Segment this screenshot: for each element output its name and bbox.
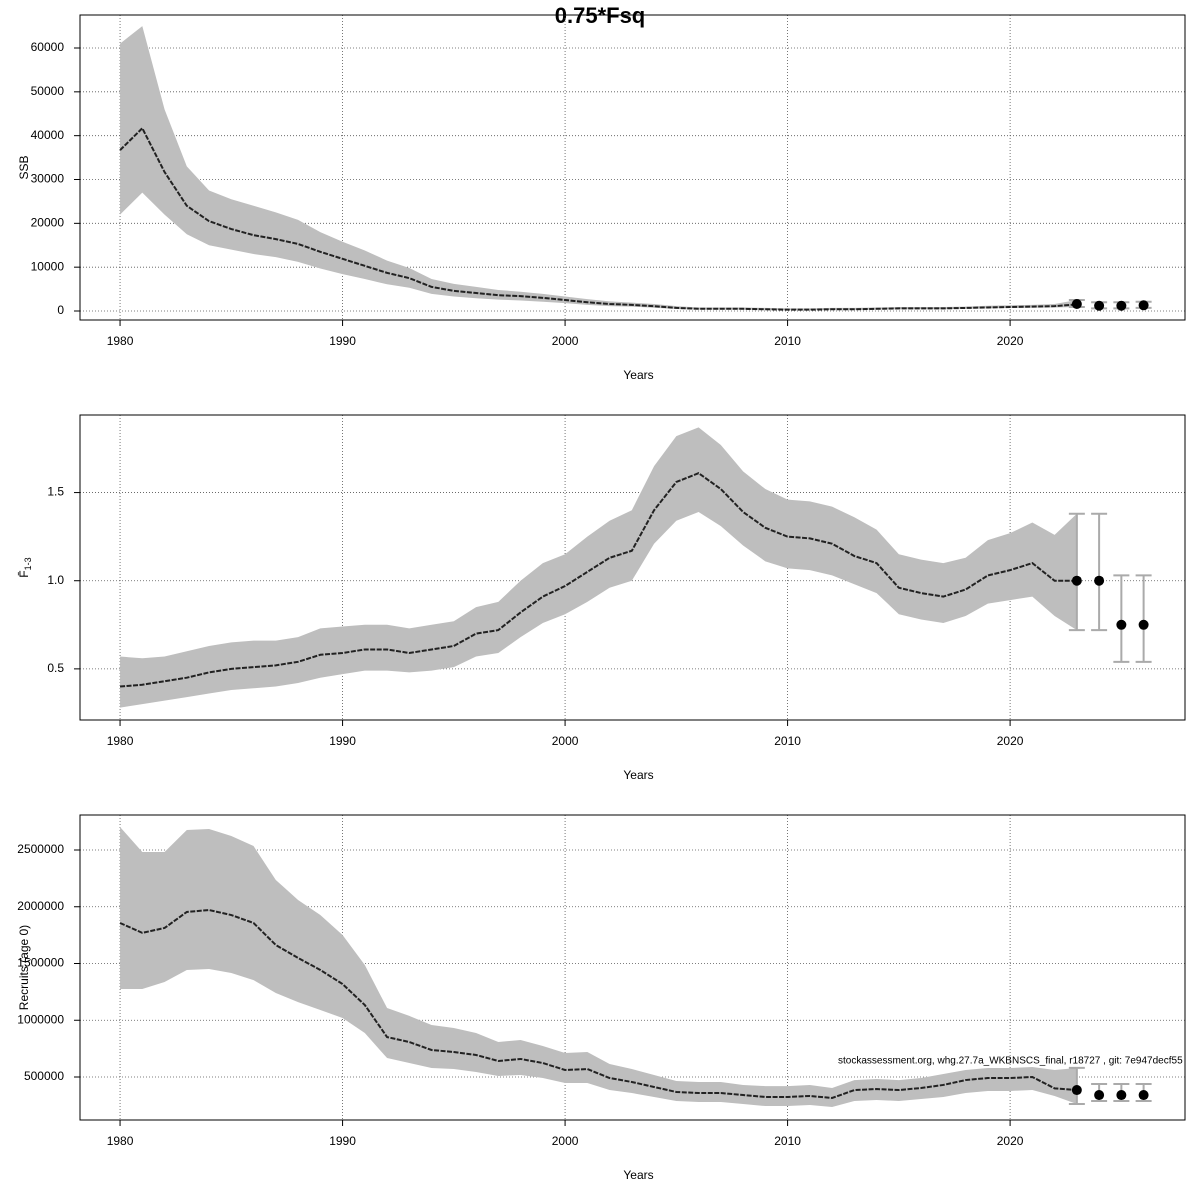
y-tick-label: 0.5 xyxy=(47,661,64,675)
projection-point xyxy=(1138,1090,1149,1101)
projection-point xyxy=(1094,1090,1105,1101)
x-tick-label: 1980 xyxy=(107,1134,134,1148)
y-tick-label: 1.0 xyxy=(47,573,64,587)
estimate-line xyxy=(119,472,1077,688)
panel: 1980 1990 2000 2010 2020 0.5 1.0 1.5 Years F̄1-3 xyxy=(17,414,1186,782)
y-tick-label: 40000 xyxy=(31,128,65,142)
projection-point xyxy=(1094,300,1105,311)
y-axis-label: Recruits (age 0) xyxy=(17,925,31,1010)
y-tick-label: 30000 xyxy=(31,172,65,186)
confidence-band xyxy=(120,427,1077,708)
x-axis-label: Years xyxy=(623,768,653,782)
x-tick-label: 2000 xyxy=(552,1134,579,1148)
x-tick-label: 2020 xyxy=(997,734,1024,748)
x-tick-label: 2020 xyxy=(997,1134,1024,1148)
projection-point xyxy=(1071,1085,1082,1096)
y-tick-label: 0 xyxy=(57,303,64,317)
y-tick-label: 2500000 xyxy=(17,842,64,856)
projection-point xyxy=(1071,298,1082,309)
x-tick-label: 2000 xyxy=(552,334,579,348)
y-axis-label: F̄1-3 xyxy=(17,557,33,577)
panel: 1980 1990 2000 2010 2020 500000 1000000 1500000… xyxy=(17,814,1186,1182)
y-axis-label-main: SSB xyxy=(17,155,31,179)
y-axis-label: SSB xyxy=(17,155,31,179)
x-tick-label: 1980 xyxy=(107,334,134,348)
projection-point xyxy=(1138,619,1149,630)
x-tick-label: 2000 xyxy=(552,734,579,748)
y-tick-label: 1500000 xyxy=(17,956,64,970)
y-axis-label-main: Recruits (age 0) xyxy=(17,925,31,1010)
x-tick-label: 2020 xyxy=(997,334,1024,348)
projection-point xyxy=(1116,619,1127,630)
y-axis-label-main: F̄ xyxy=(17,570,31,577)
plot-frame xyxy=(79,14,1186,321)
x-tick-label: 2010 xyxy=(774,334,801,348)
projection-point xyxy=(1116,300,1127,311)
projection-point xyxy=(1116,1090,1127,1101)
x-tick-label: 1990 xyxy=(329,334,356,348)
x-axis-label: Years xyxy=(623,1168,653,1182)
y-tick-label: 10000 xyxy=(31,259,65,273)
y-tick-label: 60000 xyxy=(31,40,65,54)
y-tick-label: 500000 xyxy=(24,1069,64,1083)
y-tick-label: 1.5 xyxy=(47,485,64,499)
x-tick-label: 1980 xyxy=(107,734,134,748)
y-tick-label: 20000 xyxy=(31,216,65,230)
y-axis-label-sub: 1-3 xyxy=(23,557,33,570)
x-tick-label: 1990 xyxy=(329,1134,356,1148)
estimate-line xyxy=(119,909,1077,1100)
x-tick-label: 1990 xyxy=(329,734,356,748)
x-axis-label: Years xyxy=(623,368,653,382)
panel: 1980 1990 2000 2010 2020 0 10000 20000 30000 4000… xyxy=(17,14,1186,382)
y-tick-label: 50000 xyxy=(31,84,65,98)
estimate-line xyxy=(119,126,1077,311)
plot-frame xyxy=(79,414,1186,721)
x-tick-label: 2010 xyxy=(774,1134,801,1148)
projection-point xyxy=(1071,575,1082,586)
x-tick-label: 2010 xyxy=(774,734,801,748)
projection-point xyxy=(1138,300,1149,311)
y-tick-label: 1000000 xyxy=(17,1012,64,1026)
y-tick-label: 2000000 xyxy=(17,899,64,913)
caption: stockassessment.org, whg.27.7a_WKBNSCS_f… xyxy=(838,1056,1183,1067)
plot-frame xyxy=(79,814,1186,1121)
projection-point xyxy=(1094,575,1105,586)
